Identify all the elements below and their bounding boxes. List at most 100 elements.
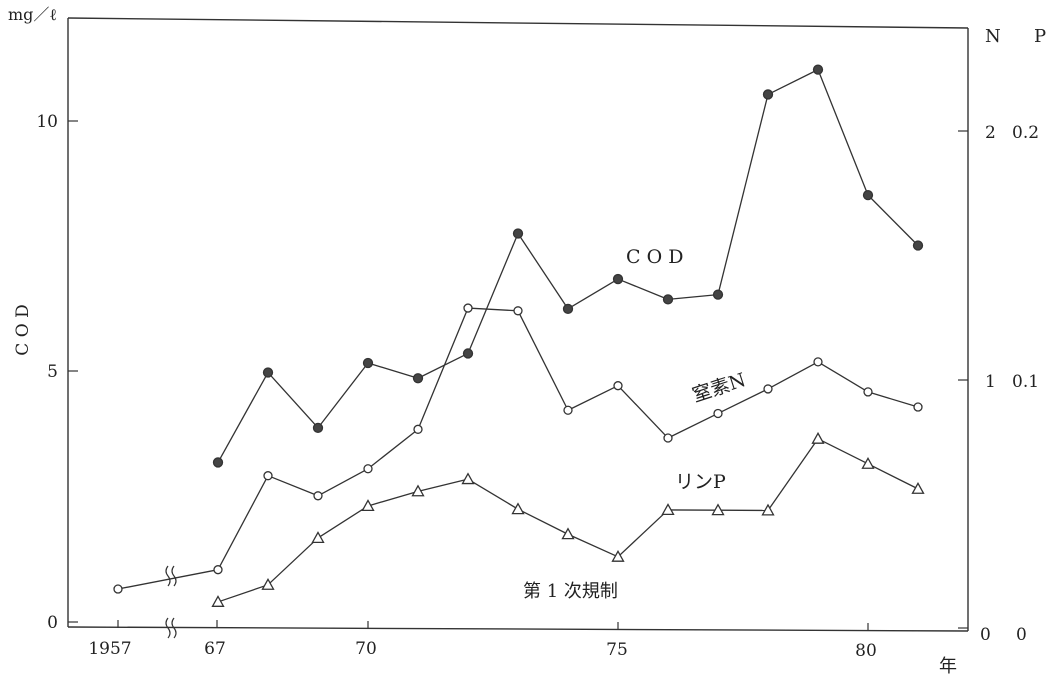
series-1-segment (667, 412, 719, 439)
series-2-segment (567, 533, 619, 558)
series-1-point-1978 (763, 384, 773, 394)
series-2-segment (617, 509, 669, 558)
series-2-segment (817, 438, 869, 465)
series-2-segment (417, 478, 469, 492)
series-0-segment (767, 69, 819, 96)
series-1-segment (767, 361, 819, 390)
series-1-point-1980 (863, 387, 873, 397)
series-label-phosphorus: リンP (675, 471, 726, 493)
series-2-point-1981 (911, 482, 925, 494)
left-tick-label-10: 10 (36, 112, 58, 132)
left-tick-label-5: 5 (47, 362, 58, 382)
series-1-segment (117, 569, 219, 590)
x-axis-title: 年 (939, 656, 957, 677)
left-tick-label-0: 0 (47, 613, 58, 633)
series-0 (212, 64, 924, 468)
series-1-segment (867, 391, 919, 408)
series-1-point-1975 (613, 381, 623, 391)
axis-break-bottom-1 (165, 617, 171, 639)
right-p-tick-label-2: 0.2 (1012, 123, 1039, 143)
right-axis-title-n: N (985, 26, 1001, 47)
series-0-point-1980 (862, 189, 874, 201)
series-2-segment (367, 490, 419, 507)
series-0-segment (817, 69, 869, 196)
series-0-point-1977 (712, 289, 724, 300)
series-2-segment (267, 537, 319, 586)
series-0-segment (667, 293, 719, 300)
series-0-segment (867, 194, 919, 246)
x-tick-label-75: 75 (606, 640, 628, 660)
series-0-segment (567, 278, 619, 310)
tick-marks (68, 120, 968, 631)
series-layer (113, 64, 925, 607)
series-0-point-1970 (362, 357, 374, 369)
series-1-point-1970 (363, 464, 373, 474)
series-1-point-1974 (563, 405, 573, 415)
series-1-point-1967 (213, 565, 223, 575)
x-tick-label-80: 80 (855, 641, 877, 661)
right-n-tick-label-2: 2 (985, 123, 996, 143)
x-tick-label-1957: 1957 (88, 639, 131, 659)
series-label-nitrogen: 窒素N (690, 369, 749, 407)
series-2-point-1971 (411, 484, 425, 497)
series-1-point-1971 (413, 424, 423, 434)
series-0-point-1969 (312, 422, 324, 434)
plot-frame (67, 17, 969, 632)
series-0-point-1979 (812, 64, 824, 75)
series-1-point-1968 (263, 471, 273, 481)
series-1-segment (367, 428, 419, 470)
series-1 (113, 303, 923, 594)
series-0-point-1968 (262, 367, 274, 378)
series-1-segment (717, 388, 769, 415)
series-2-segment (217, 584, 269, 603)
axis-break-mark (165, 565, 177, 639)
series-0-point-1978 (762, 89, 774, 100)
series-1-segment (567, 385, 619, 411)
series-1-point-1977 (713, 408, 723, 419)
series-0-segment (367, 362, 419, 379)
x-tick-label-70: 70 (355, 639, 377, 659)
series-0-point-1981 (912, 240, 924, 251)
series-2-point-1978 (761, 503, 775, 516)
series-1-segment (267, 475, 319, 497)
series-2-point-1968 (261, 577, 275, 590)
series-1-point-1957 (113, 584, 123, 594)
series-2-point-1976 (661, 503, 675, 515)
left-axis-unit: mg／ℓ (8, 5, 57, 24)
series-0-segment (317, 362, 369, 429)
series-2-segment (517, 508, 569, 535)
series-0-point-1975 (612, 273, 624, 285)
series-0-point-1973 (512, 228, 524, 239)
right-p-tick-label-1: 0.1 (1012, 372, 1039, 392)
series-0-segment (617, 278, 669, 300)
series-1-segment (467, 307, 519, 312)
left-axis-title: C O D (13, 304, 33, 355)
series-2 (211, 431, 925, 607)
axis-break-bottom-2 (171, 617, 177, 639)
series-2-point-1974 (561, 527, 575, 540)
series-1-point-1979 (813, 357, 823, 367)
series-0-point-1974 (562, 303, 574, 315)
axis-break-series-1 (165, 565, 171, 587)
series-0-segment (717, 94, 769, 295)
top-border (67, 17, 969, 29)
series-2-point-1975 (611, 549, 625, 562)
annotation-first-regulation: 第 1 次規制 (523, 581, 618, 602)
series-1-point-1972 (463, 303, 473, 313)
right-p-tick-label-0: 0 (1016, 625, 1027, 645)
series-2-segment (867, 463, 919, 490)
series-2-point-1967 (211, 595, 225, 607)
series-0-point-1971 (412, 373, 424, 384)
series-1-segment (517, 310, 569, 411)
series-2-segment (467, 478, 519, 510)
series-1-segment (317, 468, 369, 497)
series-0-point-1967 (212, 457, 224, 468)
series-0-segment (467, 233, 519, 354)
series-2-point-1969 (311, 531, 325, 543)
series-label-cod: C O D (626, 246, 683, 268)
series-1-point-1981 (913, 402, 923, 412)
series-1-segment (217, 475, 269, 570)
series-2-point-1979 (811, 431, 825, 444)
series-1-point-1976 (663, 433, 673, 443)
